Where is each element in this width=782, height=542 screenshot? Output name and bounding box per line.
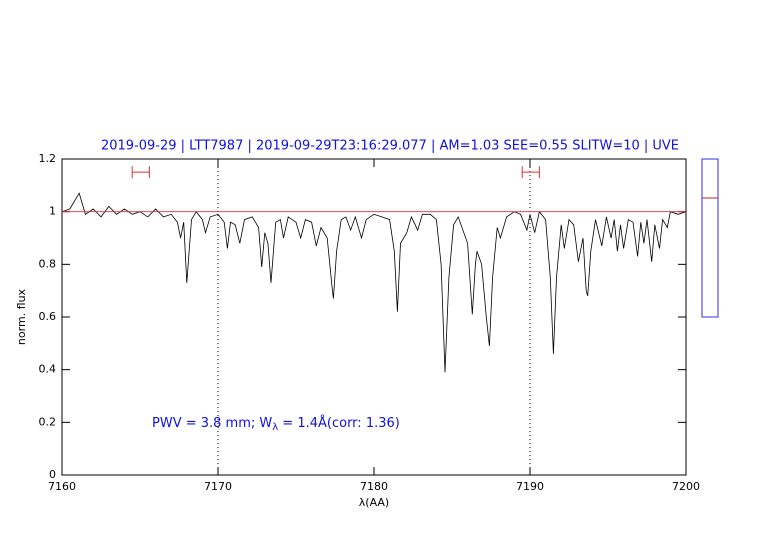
spectrum-line (61, 192, 687, 373)
y-tick-label: 0.2 (39, 415, 57, 428)
x-tick-label: 7190 (516, 480, 544, 493)
x-tick-label: 7160 (48, 480, 76, 493)
x-tick-label: 7170 (204, 480, 232, 493)
y-tick-label: 1 (49, 205, 56, 218)
y-tick-label: 0 (49, 468, 56, 481)
x-axis-label: λ(AA) (359, 496, 389, 509)
y-tick-label: 0.4 (39, 363, 57, 376)
annotation-text: PWV = 3.8 mm; W (152, 416, 272, 431)
x-tick-label: 7180 (360, 480, 388, 493)
indicator-box (701, 158, 719, 318)
annotation-text: = 1.4Å(corr: 1.36) (278, 415, 400, 431)
chart-title: 2019-09-29 | LTT7987 | 2019-09-29T23:16:… (101, 139, 679, 154)
x-tick-label: 7200 (672, 480, 700, 493)
annotation-subscript: λ (272, 422, 278, 433)
y-tick-label: 0.8 (39, 257, 57, 270)
y-tick-label: 1.2 (39, 152, 57, 165)
y-tick-label: 0.6 (39, 310, 57, 323)
y-axis-label: norm. flux (15, 288, 28, 345)
annotation: PWV = 3.8 mm; Wλ = 1.4Å(corr: 1.36) (152, 415, 400, 434)
